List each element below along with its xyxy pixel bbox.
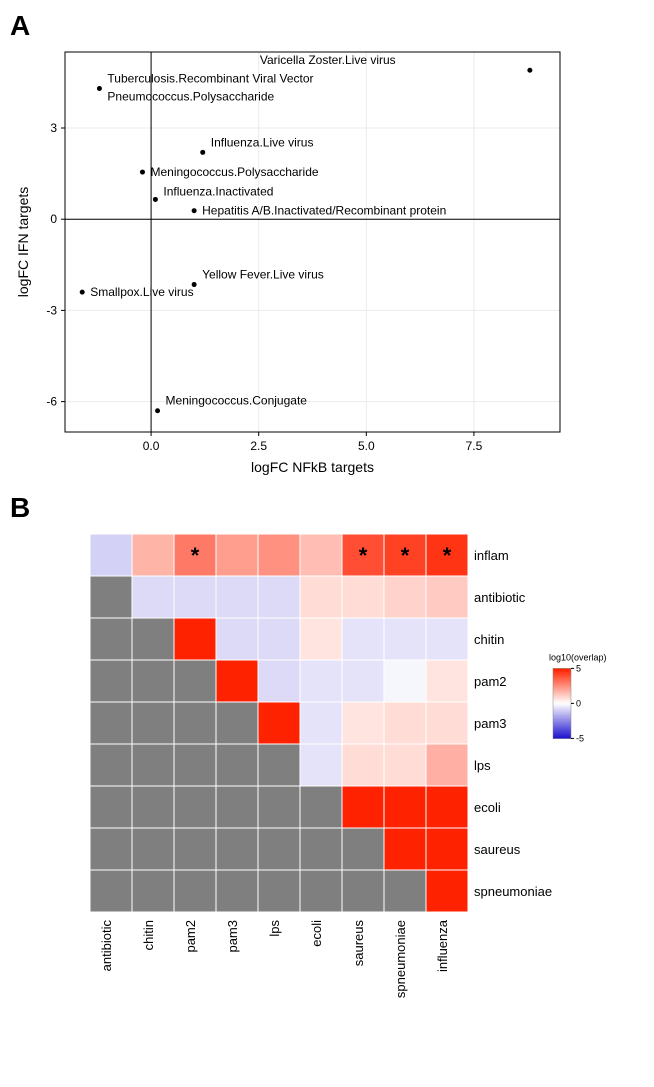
panel-b-heatmap: * * * * inflam antibiotic chitin pam2 pam3 lps eco… [10, 524, 654, 1064]
svg-text:logFC IFN targets: logFC IFN targets [15, 187, 31, 297]
panel-b-label: B [10, 492, 654, 524]
svg-text:ecoli: ecoli [309, 920, 324, 947]
svg-text:Pneumococcus.Polysaccharide: Pneumococcus.Polysaccharide [107, 89, 274, 103]
svg-text:antibiotic: antibiotic [474, 590, 526, 605]
svg-text:Meningococcus.Conjugate: Meningococcus.Conjugate [166, 394, 308, 408]
svg-text:*: * [191, 543, 200, 568]
svg-text:lps: lps [267, 920, 282, 937]
svg-text:Varicella Zoster.Live virus: Varicella Zoster.Live virus [260, 53, 396, 67]
svg-text:pam2: pam2 [474, 674, 507, 689]
svg-text:-5: -5 [576, 733, 584, 743]
svg-text:pam3: pam3 [225, 920, 240, 953]
svg-text:ecoli: ecoli [474, 800, 501, 815]
svg-text:*: * [359, 543, 368, 568]
svg-text:Influenza.Live virus: Influenza.Live virus [211, 135, 314, 149]
svg-text:-3: -3 [46, 303, 57, 317]
svg-text:saureus: saureus [351, 920, 366, 967]
svg-text:*: * [443, 543, 452, 568]
svg-text:spneumoniae: spneumoniae [474, 884, 552, 899]
svg-text:3: 3 [50, 121, 57, 135]
svg-text:-6: -6 [46, 395, 57, 409]
svg-text:0.0: 0.0 [143, 439, 160, 453]
panel-a-scatter: 0.0 2.5 5.0 7.5 -6 -3 0 3 logFC NFkB targets logF… [10, 42, 654, 482]
svg-text:antibiotic: antibiotic [99, 920, 114, 972]
svg-text:chitin: chitin [474, 632, 504, 647]
svg-text:Tuberculosis.Recombinant Viral: Tuberculosis.Recombinant Viral Vector [107, 71, 313, 85]
svg-text:saureus: saureus [474, 842, 521, 857]
svg-text:pam3: pam3 [474, 716, 507, 731]
svg-text:Hepatitis A/B.Inactivated/Reco: Hepatitis A/B.Inactivated/Recombinant pr… [202, 204, 446, 218]
svg-text:inflam: inflam [474, 548, 509, 563]
svg-text:0: 0 [576, 698, 581, 708]
svg-text:7.5: 7.5 [466, 439, 483, 453]
panel-a-label: A [10, 10, 654, 42]
svg-text:5.0: 5.0 [358, 439, 375, 453]
svg-text:pam2: pam2 [183, 920, 198, 953]
svg-text:Meningococcus.Polysaccharide: Meningococcus.Polysaccharide [150, 165, 318, 179]
svg-text:0: 0 [50, 212, 57, 226]
svg-text:influenza: influenza [435, 919, 450, 972]
svg-text:chitin: chitin [141, 920, 156, 950]
svg-text:log10(overlap): log10(overlap) [549, 652, 607, 662]
svg-text:Smallpox.Live virus: Smallpox.Live virus [90, 285, 193, 299]
svg-text:Influenza.Inactivated: Influenza.Inactivated [163, 184, 273, 198]
svg-text:2.5: 2.5 [250, 439, 267, 453]
svg-text:5: 5 [576, 663, 581, 673]
svg-text:lps: lps [474, 758, 491, 773]
svg-text:*: * [401, 543, 410, 568]
svg-text:spneumoniae: spneumoniae [393, 920, 408, 998]
svg-text:Yellow Fever.Live virus: Yellow Fever.Live virus [202, 268, 324, 282]
svg-text:logFC NFkB targets: logFC NFkB targets [251, 459, 374, 475]
